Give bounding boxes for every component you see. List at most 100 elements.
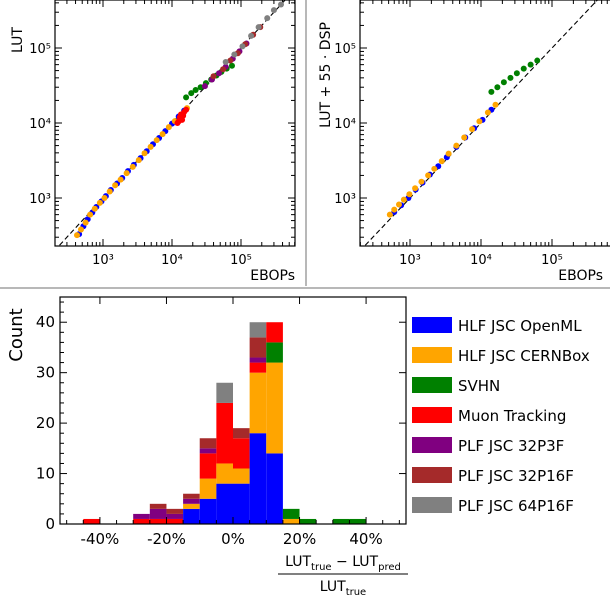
y-tick-label: 0 — [45, 515, 55, 533]
y-tick-label: 20 — [36, 414, 55, 432]
scatter-point — [492, 101, 499, 108]
top-right-xlabel: EBOPs — [558, 268, 603, 284]
x-tick-label: 10⁴ — [470, 253, 492, 268]
histogram-bar-segment — [199, 498, 217, 524]
y-tick-label: 10⁵ — [29, 42, 51, 57]
legend-swatch — [412, 347, 452, 363]
legend-swatch — [412, 467, 452, 483]
histogram-bar-segment — [266, 342, 283, 363]
top-right-ylabel: LUT + 55 · DSP — [318, 22, 334, 128]
scatter-point — [513, 70, 520, 77]
histogram-bar-segment — [266, 362, 283, 454]
legend-label: PLF JSC 32P3F — [458, 437, 564, 455]
scatter-point — [96, 199, 103, 206]
scatter-point — [106, 188, 113, 195]
xlabel-sub-true: true — [311, 562, 332, 573]
scatter-point — [129, 163, 136, 170]
histogram-bar-segment — [166, 513, 184, 519]
histogram-bar-segment — [199, 448, 217, 454]
top-right-scatter-panel: 10³ 10⁴ 10⁵ 10³ 10⁴ 10⁵ EBOPs LUT + 55 · DSP — [318, 0, 610, 284]
scatter-point — [527, 61, 534, 68]
histogram-bar-segment — [83, 518, 100, 524]
histogram-bar-segment — [216, 463, 233, 484]
xlabel-denom-sub: true — [346, 587, 367, 598]
histogram-ylabel: Count — [6, 308, 27, 361]
scatter-point — [210, 73, 217, 80]
histogram-bar-segment — [233, 468, 250, 484]
scatter-point — [201, 83, 208, 90]
scatter-point — [534, 57, 541, 64]
scatter-point — [141, 150, 148, 157]
histogram-bar-segment — [249, 372, 267, 434]
histogram-bar-segment — [199, 478, 217, 499]
histogram-bar-segment — [183, 498, 200, 504]
scatter-point — [183, 106, 190, 113]
histogram-bar-segment — [183, 493, 200, 499]
scatter-point — [112, 182, 119, 189]
histogram-bar-segment — [133, 513, 150, 519]
top-right-plot-area — [359, 0, 610, 247]
legend-label: PLF JSC 64P16F — [458, 497, 574, 515]
scatter-point — [412, 185, 419, 192]
scatter-point — [183, 94, 190, 101]
legend: HLF JSC OpenML HLF JSC CERNBox SVHN Muon Tr… — [412, 317, 590, 515]
scatter-point — [476, 118, 483, 125]
x-tick-label: 10⁵ — [230, 253, 252, 268]
scatter-point — [74, 232, 81, 239]
x-tick-label: 10³ — [399, 253, 421, 268]
scatter-point — [220, 66, 227, 73]
scatter-point — [445, 150, 452, 157]
histogram-xlabel: LUTtrue − LUTpred LUTtrue — [278, 554, 408, 598]
x-tick-label: -20% — [147, 530, 186, 548]
scatter-point — [165, 124, 172, 131]
scatter-point — [123, 170, 130, 177]
top-left-scatter-panel: 10³ 10⁴ 10⁵ 10³ 10⁴ 10⁵ EBOPs LUT — [10, 0, 296, 284]
scatter-point — [192, 87, 199, 94]
histogram-bar-segment — [249, 362, 267, 373]
histogram-bar-segment — [332, 518, 350, 524]
histogram-bar-segment — [149, 508, 167, 519]
x-tick-label: -40% — [81, 530, 120, 548]
scatter-point — [391, 206, 398, 213]
histogram-bar-segment — [133, 518, 150, 524]
scatter-point — [494, 84, 501, 91]
histogram-bar-segment — [266, 322, 283, 343]
y-tick-label: 10⁵ — [334, 42, 356, 57]
scatter-point — [488, 88, 495, 95]
scatter-point — [231, 51, 238, 58]
legend-swatch — [412, 437, 452, 453]
scatter-point — [91, 205, 98, 212]
xlabel-denom-lut: LUT — [320, 579, 346, 595]
scatter-point — [222, 59, 229, 66]
histogram-panel: -40% -20% 0% 20% 40% 0 10 20 30 40 Count LUTtrue … — [6, 296, 590, 598]
histogram-bar-segment — [216, 483, 233, 524]
xlabel-lut-pred: LUT — [352, 554, 378, 570]
scatter-point — [396, 201, 403, 208]
histogram-bar-segment — [149, 518, 167, 524]
legend-label: SVHN — [458, 377, 500, 395]
top-left-xlabel: EBOPs — [250, 268, 295, 284]
y-tick-label: 30 — [36, 364, 55, 382]
scatter-point — [400, 196, 407, 203]
scatter-point — [255, 24, 262, 31]
legend-label: PLF JSC 32P16F — [458, 467, 574, 485]
histogram-bar-segment — [216, 402, 233, 464]
legend-label: HLF JSC CERNBox — [458, 347, 590, 365]
scatter-point — [82, 219, 89, 226]
histogram-bar-segment — [199, 438, 217, 449]
histogram-bar-segment — [233, 483, 250, 524]
scatter-point — [188, 90, 195, 97]
histogram-bar-segment — [282, 508, 300, 519]
top-left-ylabel: LUT — [10, 27, 26, 53]
scatter-point — [461, 134, 468, 141]
histogram-bar-segment — [166, 518, 184, 524]
scatter-point — [228, 62, 235, 69]
histogram-bar-segment — [216, 382, 233, 403]
legend-swatch — [412, 497, 452, 513]
scatter-point — [227, 57, 234, 64]
histogram-bar-segment — [166, 508, 184, 514]
x-tick-label: 0% — [221, 530, 245, 548]
legend-label: Muon Tracking — [458, 407, 566, 425]
scatter-point — [453, 142, 460, 149]
legend-swatch — [412, 377, 452, 393]
